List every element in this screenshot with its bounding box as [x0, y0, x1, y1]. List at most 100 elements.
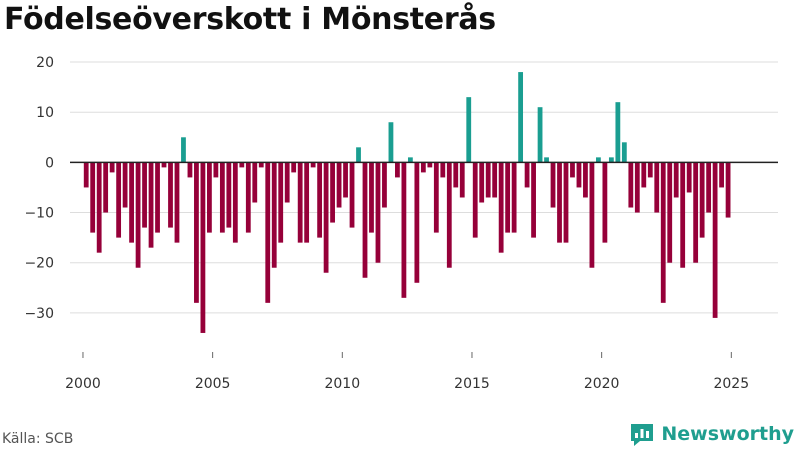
bar	[706, 162, 712, 213]
bar	[252, 162, 258, 203]
bar	[129, 162, 134, 243]
bar	[181, 137, 186, 163]
source-label: Källa: SCB	[2, 431, 74, 447]
bar	[304, 162, 310, 243]
bar	[310, 162, 316, 168]
bar	[654, 162, 660, 213]
bar	[148, 162, 154, 248]
bar	[122, 162, 128, 208]
y-tick-label: 0	[45, 155, 54, 171]
bar	[621, 142, 627, 163]
bar	[686, 162, 692, 193]
x-tick-label: 2010	[324, 376, 360, 392]
y-tick-label: 20	[36, 55, 54, 71]
bar	[174, 162, 180, 243]
bar	[673, 162, 679, 198]
bar	[284, 162, 290, 203]
bar	[330, 162, 335, 223]
bar	[498, 162, 504, 253]
bar	[200, 162, 206, 333]
bar	[356, 147, 361, 163]
bar	[544, 157, 549, 163]
bar	[511, 162, 517, 233]
bar	[336, 162, 342, 208]
bar	[628, 162, 634, 208]
bar	[278, 162, 284, 243]
bar	[219, 162, 225, 233]
bar	[155, 162, 160, 233]
bar	[531, 162, 536, 238]
axes: −30 −20 −10 0 10 20 2000 2005 2010 2015 2020 2025	[24, 55, 778, 392]
bar	[453, 162, 459, 188]
bar	[96, 162, 102, 253]
bar	[369, 162, 374, 233]
bar	[472, 162, 478, 238]
grid-lines	[70, 61, 778, 314]
bar	[323, 162, 329, 273]
bar	[207, 162, 212, 233]
bar	[641, 162, 647, 188]
bar	[634, 162, 640, 213]
bar	[226, 162, 232, 228]
bar	[466, 97, 472, 163]
y-tick-label: −10	[24, 206, 54, 222]
bar	[388, 122, 394, 163]
bar	[395, 162, 400, 178]
y-tick-label: −20	[24, 256, 54, 272]
bar	[725, 162, 731, 218]
bar	[596, 157, 601, 163]
bar	[589, 162, 595, 268]
bar	[647, 162, 653, 178]
bar	[194, 162, 199, 303]
bar	[524, 162, 530, 188]
chart-title: Födelseöverskott i Mönsterås	[4, 2, 496, 37]
bar	[407, 157, 413, 163]
bar	[667, 162, 673, 263]
bar	[232, 162, 238, 243]
bar	[349, 162, 355, 228]
x-tick-label: 2000	[65, 376, 101, 392]
bars	[83, 72, 731, 333]
bar	[608, 157, 614, 163]
bar	[537, 107, 543, 163]
bar	[245, 162, 251, 233]
bar	[492, 162, 498, 198]
bar	[168, 162, 173, 228]
bar	[570, 162, 575, 178]
bar	[557, 162, 562, 243]
bar	[505, 162, 511, 233]
bar	[615, 102, 621, 163]
brand-logo[interactable]: Newsworthy	[629, 421, 794, 447]
bar	[258, 162, 264, 168]
bar	[401, 162, 407, 298]
x-tick-label: 2005	[195, 376, 231, 392]
bar	[375, 162, 381, 263]
bar	[712, 162, 718, 318]
bar	[660, 162, 666, 303]
bar	[83, 162, 89, 188]
bar	[602, 162, 608, 243]
bar	[719, 162, 724, 188]
bar	[343, 162, 348, 198]
bar	[518, 72, 524, 163]
bar	[317, 162, 323, 238]
x-tick-label: 2025	[713, 376, 749, 392]
x-tick-label: 2015	[454, 376, 490, 392]
bar	[693, 162, 699, 263]
bar	[362, 162, 368, 278]
newsworthy-logo-icon	[631, 424, 654, 446]
bar	[563, 162, 569, 243]
bar	[446, 162, 452, 268]
bar	[420, 162, 426, 173]
bar	[440, 162, 446, 178]
bar	[297, 162, 303, 243]
y-tick-label: −30	[24, 306, 54, 322]
bar	[291, 162, 297, 173]
bar	[583, 162, 588, 198]
bar	[414, 162, 420, 283]
brand-name: Newsworthy	[661, 423, 794, 445]
bar	[142, 162, 147, 228]
bar	[161, 162, 167, 168]
bar	[427, 162, 433, 168]
bar	[459, 162, 465, 198]
